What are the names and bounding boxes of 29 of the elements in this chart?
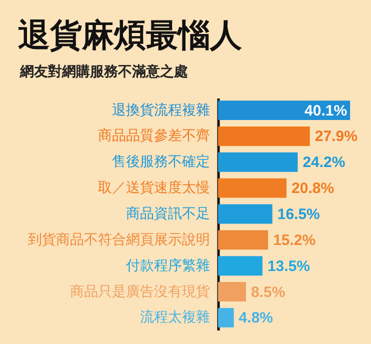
y-tick-label: 到貨商品不符合網頁展示說明 xyxy=(28,232,210,248)
text: 網友對網購服務不滿意之處 xyxy=(19,63,188,80)
bar xyxy=(218,204,272,224)
chart-title: 退貨麻煩最惱人 xyxy=(18,16,243,54)
y-tick-label: 商品資訊不足 xyxy=(126,206,210,222)
data-label: 24.2% xyxy=(302,154,346,172)
y-tick-label: 售後服務不確定 xyxy=(112,154,210,170)
bar xyxy=(218,282,246,302)
data-label: 8.5% xyxy=(250,284,286,301)
data-label: 4.8% xyxy=(238,310,274,327)
data-label: 13.5% xyxy=(267,258,310,275)
data-label: 20.8% xyxy=(292,180,334,198)
y-tick-label: 流程太複雜 xyxy=(140,310,210,326)
bar xyxy=(218,230,268,250)
data-label: 16.5% xyxy=(277,206,320,223)
data-label: 27.9% xyxy=(314,128,358,146)
bar xyxy=(218,126,310,146)
bar xyxy=(218,256,262,276)
bar xyxy=(218,308,234,328)
y-tick-label: 商品品質參差不齊 xyxy=(98,128,210,144)
y-tick-label: 退換貨流程複雜 xyxy=(112,102,210,118)
y-tick-label: 取／送貨速度太慢 xyxy=(98,180,210,196)
y-tick-label: 商品只是廣告沒有現貨 xyxy=(70,284,210,300)
data-label: 15.2% xyxy=(273,232,316,249)
bar xyxy=(218,152,298,172)
y-tick-label: 付款程序繁雜 xyxy=(125,258,210,274)
data-label: 40.1% xyxy=(304,102,348,120)
bar xyxy=(218,100,350,120)
bar xyxy=(218,178,287,198)
